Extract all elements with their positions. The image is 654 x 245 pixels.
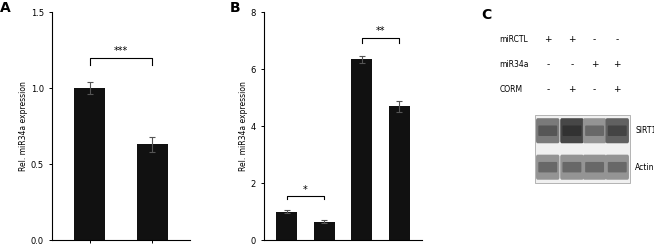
FancyBboxPatch shape xyxy=(585,162,604,172)
Text: +: + xyxy=(591,60,598,69)
Text: -: - xyxy=(593,85,596,94)
Bar xyxy=(535,115,630,183)
Text: -: - xyxy=(593,35,596,44)
Text: C: C xyxy=(481,8,492,22)
FancyBboxPatch shape xyxy=(583,118,606,143)
FancyBboxPatch shape xyxy=(585,125,604,136)
Text: B: B xyxy=(230,1,240,15)
Y-axis label: Rel. miR34a expression: Rel. miR34a expression xyxy=(239,81,248,171)
Text: +: + xyxy=(568,85,576,94)
Y-axis label: Rel. miR34a expression: Rel. miR34a expression xyxy=(19,81,28,171)
FancyBboxPatch shape xyxy=(560,118,583,143)
FancyBboxPatch shape xyxy=(608,125,627,136)
Text: -: - xyxy=(570,60,574,69)
FancyBboxPatch shape xyxy=(538,162,557,172)
Text: +: + xyxy=(613,85,621,94)
FancyBboxPatch shape xyxy=(606,155,629,180)
Text: *: * xyxy=(303,184,308,195)
FancyBboxPatch shape xyxy=(536,118,559,143)
FancyBboxPatch shape xyxy=(536,155,559,180)
FancyBboxPatch shape xyxy=(560,155,583,180)
Text: +: + xyxy=(544,35,551,44)
FancyBboxPatch shape xyxy=(606,118,629,143)
Text: ***: *** xyxy=(114,46,128,56)
Text: SIRT1: SIRT1 xyxy=(636,126,654,135)
Text: -: - xyxy=(546,85,549,94)
Text: miRCTL: miRCTL xyxy=(500,35,528,44)
Bar xyxy=(137,144,168,240)
Text: A: A xyxy=(0,1,11,15)
Text: +: + xyxy=(568,35,576,44)
Bar xyxy=(351,59,372,240)
Bar xyxy=(389,106,410,240)
FancyBboxPatch shape xyxy=(562,125,581,136)
Text: **: ** xyxy=(376,26,385,37)
Bar xyxy=(74,88,105,240)
Bar xyxy=(276,212,297,240)
Bar xyxy=(314,221,335,240)
Text: Actin: Actin xyxy=(636,163,654,172)
Text: -: - xyxy=(546,60,549,69)
FancyBboxPatch shape xyxy=(538,125,557,136)
Text: miR34a: miR34a xyxy=(500,60,529,69)
FancyBboxPatch shape xyxy=(608,162,627,172)
FancyBboxPatch shape xyxy=(562,162,581,172)
Text: CORM: CORM xyxy=(500,85,523,94)
Text: +: + xyxy=(613,60,621,69)
FancyBboxPatch shape xyxy=(583,155,606,180)
Text: -: - xyxy=(615,35,619,44)
